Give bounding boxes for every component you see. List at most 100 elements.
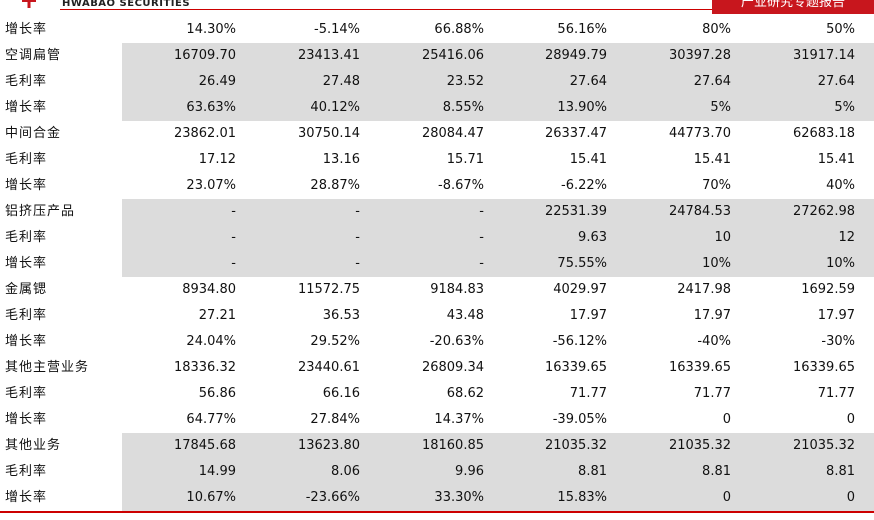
cell-value: 16339.65 [792,360,855,375]
cell-value: 13.90% [557,100,607,115]
cell-value: 27262.98 [792,204,855,219]
cell-value: 26337.47 [544,126,607,141]
cell-value: 15.83% [557,490,607,505]
table-row: 毛利率 27.21 36.53 43.48 17.97 17.97 17.97 [0,303,874,329]
table-row: 增长率 23.07% 28.87% -8.67% -6.22% 70% 40% [0,173,874,199]
cell-value: 23.07% [186,178,236,193]
cell-value: 12 [838,230,855,245]
cell-value: 27.84% [310,412,360,427]
cell-value: 18336.32 [173,360,236,375]
cell-value: 10.67% [186,490,236,505]
cell-value: 33.30% [434,490,484,505]
row-label: 毛利率 [5,152,48,167]
cell-value: 40% [826,178,855,193]
row-label: 增长率 [5,256,48,271]
cell-value: 9.63 [578,230,607,245]
cell-value: - [231,204,236,219]
row-label: 中间合金 [5,126,62,141]
cell-value: -40% [697,334,731,349]
cell-value: 27.21 [198,308,236,323]
cell-value: 71.77 [817,386,855,401]
row-label: 增长率 [5,412,48,427]
cell-value: 50% [826,22,855,37]
cell-value: 43.48 [446,308,484,323]
cell-value: 13.16 [322,152,360,167]
cell-value: 10% [826,256,855,271]
row-label: 增长率 [5,490,48,505]
cell-value: 70% [702,178,731,193]
cell-value: 13623.80 [297,438,360,453]
table-row: 增长率 - - - 75.55% 10% 10% [0,251,874,277]
cell-value: 80% [702,22,731,37]
cell-value: 24784.53 [668,204,731,219]
cell-value: 21035.32 [668,438,731,453]
table-row: 空调扁管 16709.70 23413.41 25416.06 28949.79 3039… [0,43,874,69]
cell-value: 23413.41 [297,48,360,63]
header-rule [60,9,874,10]
cell-value: 11572.75 [297,282,360,297]
cell-value: 0 [722,412,731,427]
cell-value: - [479,204,484,219]
cell-value: -39.05% [552,412,607,427]
cell-value: 5% [710,100,731,115]
cell-value: 9184.83 [430,282,484,297]
cell-value: 28084.47 [421,126,484,141]
cell-value: - [479,230,484,245]
cell-value: 23440.61 [297,360,360,375]
cell-value: - [231,230,236,245]
cell-value: 16339.65 [544,360,607,375]
row-label: 其他主营业务 [5,360,90,375]
table-row: 其他主营业务 18336.32 23440.61 26809.34 16339.65 16… [0,355,874,381]
cell-value: 0 [846,412,855,427]
table-row: 毛利率 17.12 13.16 15.71 15.41 15.41 15.41 [0,147,874,173]
cell-value: 64.77% [186,412,236,427]
cell-value: 27.64 [817,74,855,89]
cell-value: 25416.06 [421,48,484,63]
row-label: 金属锶 [5,282,48,297]
cell-value: - [355,230,360,245]
cell-value: 0 [846,490,855,505]
cell-value: 16339.65 [668,360,731,375]
cell-value: 44773.70 [668,126,731,141]
cell-value: 15.41 [693,152,731,167]
cell-value: 15.41 [569,152,607,167]
cell-value: 9.96 [455,464,484,479]
cell-value: 21035.32 [792,438,855,453]
table-row: 增长率 14.30% -5.14% 66.88% 56.16% 80% 50% [0,17,874,43]
cell-value: 30397.28 [668,48,731,63]
cell-value: 22531.39 [544,204,607,219]
cell-value: 17.97 [693,308,731,323]
cell-value: 26809.34 [421,360,484,375]
cell-value: 30750.14 [297,126,360,141]
cell-value: 40.12% [310,100,360,115]
row-label: 增长率 [5,178,48,193]
cell-value: -5.14% [314,22,360,37]
cell-value: - [231,256,236,271]
cell-value: 10% [702,256,731,271]
table-row: 金属锶 8934.80 11572.75 9184.83 4029.97 2417.98 1… [0,277,874,303]
cell-value: 15.71 [446,152,484,167]
cell-value: 27.64 [693,74,731,89]
table-row: 毛利率 26.49 27.48 23.52 27.64 27.64 27.64 [0,69,874,95]
cell-value: 75.55% [557,256,607,271]
cell-value: 2417.98 [677,282,731,297]
cell-value: 66.88% [434,22,484,37]
cell-value: 17.12 [198,152,236,167]
table-row: 增长率 64.77% 27.84% 14.37% -39.05% 0 0 [0,407,874,433]
cell-value: 29.52% [310,334,360,349]
cell-value: 14.99 [198,464,236,479]
table-row: 增长率 10.67% -23.66% 33.30% 15.83% 0 0 [0,485,874,511]
cell-value: 28949.79 [544,48,607,63]
cell-value: 17.97 [817,308,855,323]
table-row: 毛利率 - - - 9.63 10 12 [0,225,874,251]
cell-value: 24.04% [186,334,236,349]
cell-value: -56.12% [552,334,607,349]
row-label: 增长率 [5,334,48,349]
cell-value: -23.66% [305,490,360,505]
cell-value: 71.77 [693,386,731,401]
cell-value: 28.87% [310,178,360,193]
table-row: 增长率 63.63% 40.12% 8.55% 13.90% 5% 5% [0,95,874,121]
cell-value: 27.48 [322,74,360,89]
cell-value: -20.63% [429,334,484,349]
table-row: 铝挤压产品 - - - 22531.39 24784.53 27262.98 [0,199,874,225]
